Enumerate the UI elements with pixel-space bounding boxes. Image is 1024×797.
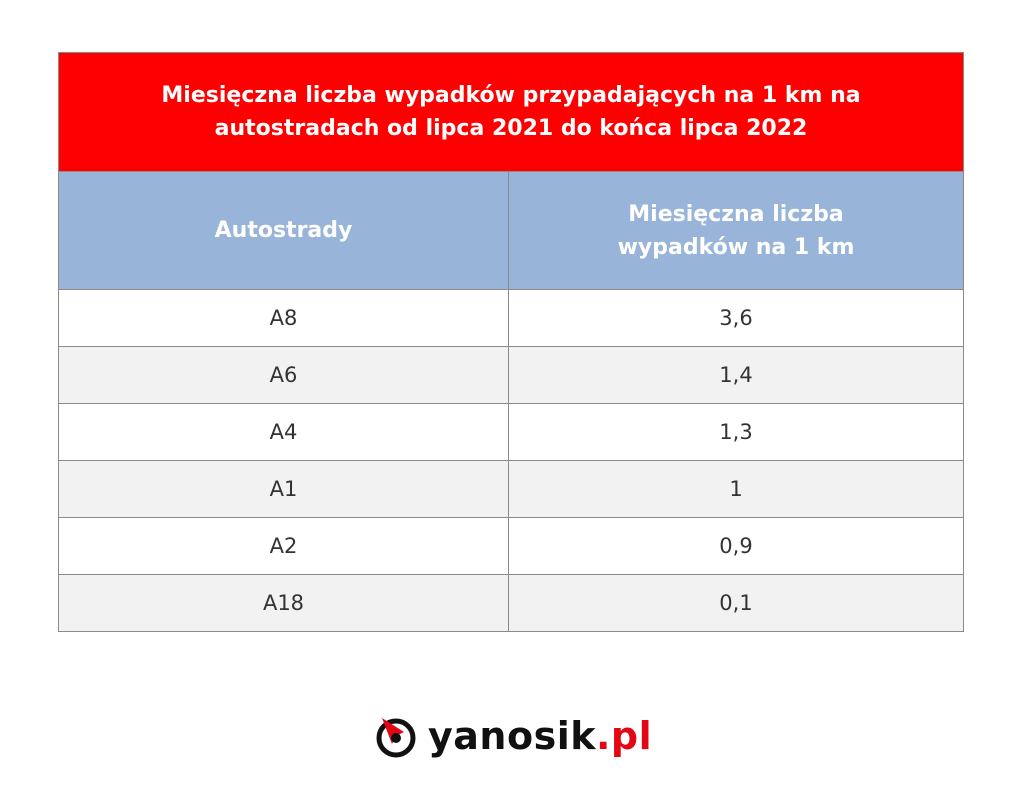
cell-autostrada: A2 — [59, 518, 509, 574]
logo-suffix: .pl — [596, 714, 653, 758]
table-row: A8 3,6 — [59, 290, 963, 347]
table-row: A18 0,1 — [59, 575, 963, 631]
yanosik-logo: yanosik.pl — [374, 712, 652, 760]
table-row: A6 1,4 — [59, 347, 963, 404]
yanosik-arrow-icon — [376, 718, 416, 758]
table-title: Miesięczna liczba wypadków przypadającyc… — [161, 83, 861, 141]
data-table: Miesięczna liczba wypadków przypadającyc… — [58, 52, 964, 632]
cell-wartosc: 1,4 — [719, 363, 753, 387]
cell-autostrada: A8 — [59, 290, 509, 346]
cell-wartosc: 0,1 — [719, 591, 753, 615]
cell-autostrada: A18 — [59, 575, 509, 631]
logo-wordmark: yanosik.pl — [428, 712, 652, 760]
cell-autostrada: A1 — [59, 461, 509, 517]
cell-wartosc: 1 — [729, 477, 743, 501]
table-title-bar: Miesięczna liczba wypadków przypadającyc… — [59, 53, 963, 172]
cell-autostrada: A6 — [59, 347, 509, 403]
column-header-autostrady: Autostrady — [59, 172, 509, 289]
cell-autostrada: A4 — [59, 404, 509, 460]
column-header-wypadki: Miesięczna liczba wypadków na 1 km — [509, 172, 963, 289]
table-header-row: Autostrady Miesięczna liczba wypadków na… — [59, 172, 963, 290]
table-body: A8 3,6 A6 1,4 A4 1,3 A1 1 A2 0,9 A18 0,1 — [59, 290, 963, 631]
cell-wartosc: 0,9 — [719, 534, 753, 558]
cell-wartosc: 1,3 — [719, 420, 753, 444]
table-row: A4 1,3 — [59, 404, 963, 461]
table-row: A2 0,9 — [59, 518, 963, 575]
column-header-label: Autostrady — [214, 218, 353, 243]
logo-name: yanosik — [428, 714, 596, 758]
table-row: A1 1 — [59, 461, 963, 518]
cell-wartosc: 3,6 — [719, 306, 753, 330]
column-header-label: Miesięczna liczba wypadków na 1 km — [617, 201, 855, 260]
